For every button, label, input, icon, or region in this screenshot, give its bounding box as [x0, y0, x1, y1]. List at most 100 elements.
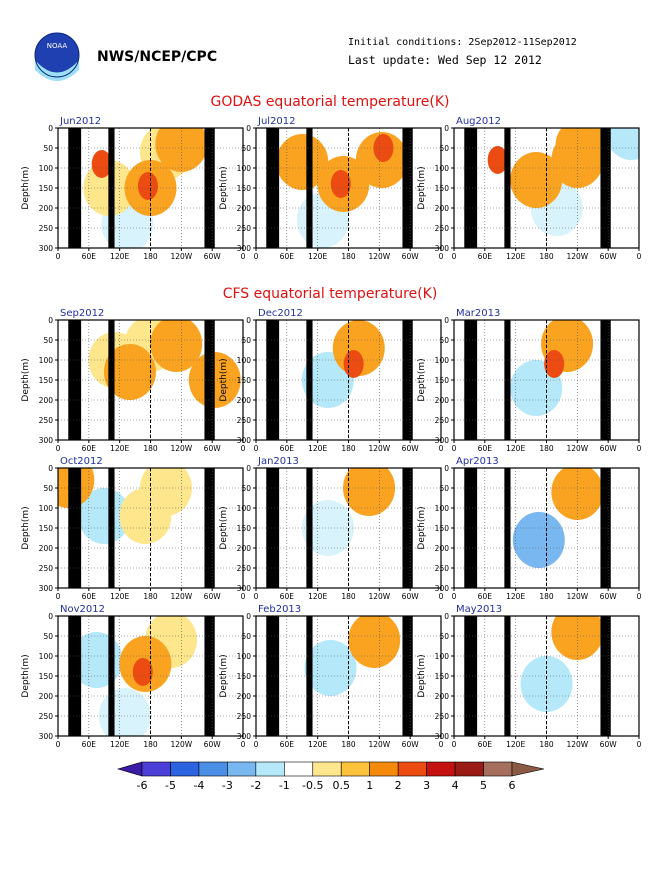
- x-tick-label: 0: [56, 444, 61, 453]
- y-tick-label: 200: [39, 692, 54, 701]
- land-mask: [306, 616, 313, 736]
- y-tick-label: 300: [237, 244, 252, 253]
- noaa-logo: NOAA: [34, 32, 80, 81]
- colorbar-label: -0.5: [302, 779, 323, 792]
- colorbar-box: [454, 761, 484, 777]
- colorbar-box: [284, 761, 314, 777]
- x-tick-label: 60E: [82, 252, 97, 261]
- x-tick-label: 180: [341, 740, 356, 749]
- x-tick-label: 120E: [506, 252, 525, 261]
- x-tick-label: 60W: [204, 444, 222, 453]
- y-tick-label: 100: [237, 164, 252, 173]
- x-tick-label: 60E: [478, 444, 493, 453]
- y-tick-label: 200: [435, 544, 450, 553]
- panel-label: Aug2012: [456, 116, 501, 127]
- y-tick-label: 150: [39, 376, 54, 385]
- y-axis-title: Depth(m): [219, 654, 229, 697]
- x-tick-label: 0: [254, 740, 259, 749]
- x-tick-label: 60E: [280, 740, 295, 749]
- panel-label: Apr2013: [456, 456, 499, 467]
- anomaly-blob-2: [510, 152, 563, 208]
- x-tick-label: 0: [241, 444, 246, 453]
- y-tick-label: 50: [439, 484, 449, 493]
- y-tick-label: 50: [241, 632, 251, 641]
- x-tick-label: 180: [143, 444, 158, 453]
- y-axis-title: Depth(m): [417, 358, 427, 401]
- x-tick-label: 0: [439, 252, 444, 261]
- y-tick-label: 0: [48, 464, 53, 473]
- land-mask: [108, 468, 115, 588]
- land-mask: [600, 320, 611, 440]
- y-axis-title: Depth(m): [417, 506, 427, 549]
- x-tick-label: 120E: [308, 740, 327, 749]
- y-tick-label: 200: [435, 396, 450, 405]
- y-tick-label: 200: [237, 544, 252, 553]
- anomaly-blob--0.5: [301, 500, 354, 556]
- x-tick-label: 60W: [402, 740, 420, 749]
- colorbar-label: 4: [452, 779, 459, 792]
- panel-Sep2012: Sep2012 0 60E 120E 180 120W 60W 0 0 50 100 150 200 25…: [21, 308, 246, 453]
- colorbar-arrow-low: [116, 761, 143, 777]
- y-tick-label: 50: [43, 144, 53, 153]
- colorbar: -6 -5 -4 -3 -2 -1 -0.5 0.5 1 2 3 4 5 6: [116, 761, 545, 792]
- anomaly-blob-2: [343, 468, 396, 516]
- x-tick-label: 0: [637, 740, 642, 749]
- x-tick-label: 120E: [110, 444, 129, 453]
- land-mask: [68, 616, 82, 736]
- anomaly-blob-3: [330, 170, 351, 198]
- colorbar-label: 3: [423, 779, 430, 792]
- y-tick-label: 50: [439, 632, 449, 641]
- y-tick-label: 250: [435, 564, 450, 573]
- y-tick-label: 300: [39, 436, 54, 445]
- x-tick-label: 180: [143, 592, 158, 601]
- anomaly-blob-3: [544, 350, 565, 378]
- anomaly-blob-3: [343, 350, 364, 378]
- y-tick-label: 0: [444, 316, 449, 325]
- x-tick-label: 60E: [280, 592, 295, 601]
- y-tick-label: 150: [237, 524, 252, 533]
- colorbar-box: [198, 761, 228, 777]
- y-tick-label: 50: [241, 484, 251, 493]
- y-tick-label: 300: [435, 732, 450, 741]
- x-tick-label: 0: [452, 592, 457, 601]
- last-update: Last update: Wed Sep 12 2012: [348, 53, 542, 67]
- x-tick-label: 120E: [506, 592, 525, 601]
- x-tick-label: 120E: [308, 252, 327, 261]
- colorbar-arrow-high: [511, 761, 545, 777]
- x-tick-label: 60W: [402, 252, 420, 261]
- land-mask: [204, 468, 215, 588]
- land-mask: [68, 468, 82, 588]
- land-mask: [68, 320, 82, 440]
- x-tick-label: 0: [241, 740, 246, 749]
- y-tick-label: 250: [237, 712, 252, 721]
- panel-label: Mar2013: [456, 308, 500, 319]
- y-tick-label: 100: [435, 652, 450, 661]
- colorbar-box: [227, 761, 257, 777]
- x-tick-label: 0: [254, 444, 259, 453]
- x-tick-label: 0: [452, 740, 457, 749]
- y-tick-label: 0: [444, 612, 449, 621]
- cfs-title: CFS equatorial temperature(K): [223, 286, 438, 302]
- y-tick-label: 250: [39, 224, 54, 233]
- x-tick-label: 0: [56, 592, 61, 601]
- x-tick-label: 120W: [368, 444, 390, 453]
- y-tick-label: 250: [237, 564, 252, 573]
- land-mask: [306, 128, 313, 248]
- x-tick-label: 120W: [566, 592, 588, 601]
- y-tick-label: 150: [237, 672, 252, 681]
- y-tick-label: 200: [237, 692, 252, 701]
- y-tick-label: 150: [237, 184, 252, 193]
- y-tick-label: 0: [246, 612, 251, 621]
- y-tick-label: 100: [237, 652, 252, 661]
- godas-title: GODAS equatorial temperature(K): [211, 94, 450, 110]
- x-tick-label: 180: [341, 444, 356, 453]
- y-tick-label: 150: [435, 672, 450, 681]
- colorbar-box: [170, 761, 200, 777]
- y-tick-label: 50: [439, 144, 449, 153]
- y-tick-label: 0: [444, 124, 449, 133]
- panel-label: Dec2012: [258, 308, 303, 319]
